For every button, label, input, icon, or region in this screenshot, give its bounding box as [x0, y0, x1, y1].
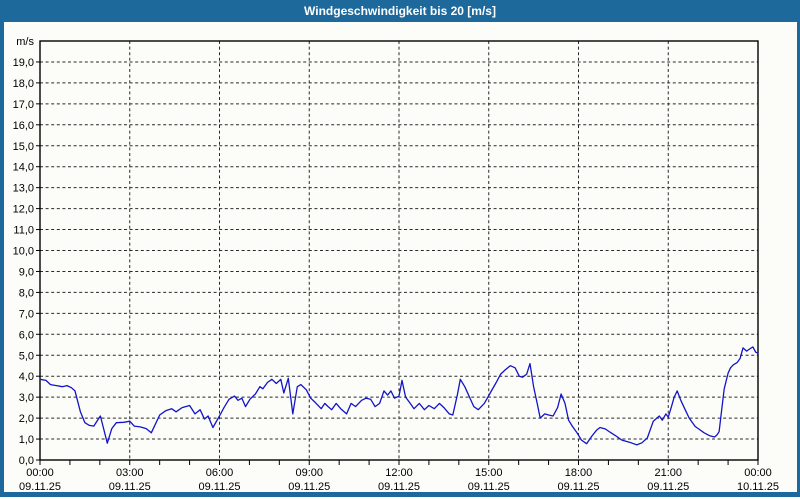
- x-tick-date-label: 09.11.25: [468, 481, 510, 492]
- y-tick-label: 3,0: [19, 392, 34, 404]
- x-axis-ticks: [39, 460, 759, 465]
- x-tick-date-label: 09.11.25: [557, 481, 599, 492]
- x-tick-time-label: 18:00: [565, 467, 593, 479]
- y-tick-label: 15,0: [13, 141, 34, 153]
- y-tick-label: 5,0: [19, 350, 34, 362]
- x-tick-date-label: 09.11.25: [378, 481, 420, 492]
- y-tick-label: 19,0: [13, 57, 34, 69]
- x-tick-time-label: 09:00: [295, 467, 323, 479]
- window-title: Windgeschwindigkeit bis 20 [m/s]: [304, 4, 496, 18]
- y-tick-label: 4,0: [19, 371, 34, 383]
- y-tick-label: 10,0: [13, 246, 34, 258]
- v-gridlines: [129, 41, 669, 460]
- y-tick-label: 8,0: [19, 287, 34, 299]
- wind-speed-chart: 0,0 1,0 2,0 3,0 4,0 5,0 6,0 7,0 8,0 9,0 10,0 11,0 12…: [13, 36, 779, 492]
- y-tick-label: 2,0: [19, 413, 34, 425]
- y-tick-label: 6,0: [19, 329, 34, 341]
- x-tick-time-label: 15:00: [475, 467, 503, 479]
- y-tick-label: 12,0: [13, 204, 34, 216]
- x-tick-time-label: 06:00: [206, 467, 234, 479]
- x-tick-time-label: 00:00: [26, 467, 54, 479]
- y-axis-unit-label: m/s: [16, 36, 34, 48]
- x-tick-date-label: 09.11.25: [109, 481, 151, 492]
- y-tick-label: 13,0: [13, 183, 34, 195]
- x-tick-time-label: 03:00: [116, 467, 144, 479]
- x-tick-time-label: 00:00: [744, 467, 772, 479]
- chart-area: 0,0 1,0 2,0 3,0 4,0 5,0 6,0 7,0 8,0 9,0 10,0 11,0 12…: [0, 22, 800, 497]
- x-tick-date-label: 09.11.25: [647, 481, 689, 492]
- y-tick-label: 9,0: [19, 266, 34, 278]
- x-axis-labels: 00:00 09.11.25 03:00 09.11.25 06:00 09.11.25 0…: [19, 467, 779, 492]
- y-tick-label: 11,0: [13, 225, 34, 237]
- x-tick-time-label: 12:00: [385, 467, 413, 479]
- x-tick-date-label: 09.11.25: [288, 481, 330, 492]
- y-tick-label: 16,0: [13, 120, 34, 132]
- window-titlebar: Windgeschwindigkeit bis 20 [m/s]: [0, 0, 800, 22]
- y-tick-label: 18,0: [13, 78, 34, 90]
- x-tick-date-label: 09.11.25: [19, 481, 61, 492]
- y-axis-labels: 0,0 1,0 2,0 3,0 4,0 5,0 6,0 7,0 8,0 9,0 10,0 11,0 12…: [13, 36, 40, 467]
- y-tick-label: 1,0: [19, 434, 34, 446]
- y-tick-label: 17,0: [13, 99, 34, 111]
- y-tick-label: 7,0: [19, 308, 34, 320]
- x-tick-date-label: 10.11.25: [737, 481, 779, 492]
- x-tick-date-label: 09.11.25: [198, 481, 240, 492]
- x-tick-time-label: 21:00: [654, 467, 682, 479]
- y-tick-label: 0,0: [19, 455, 34, 467]
- wind-speed-line: [39, 346, 759, 446]
- y-tick-label: 14,0: [13, 162, 34, 174]
